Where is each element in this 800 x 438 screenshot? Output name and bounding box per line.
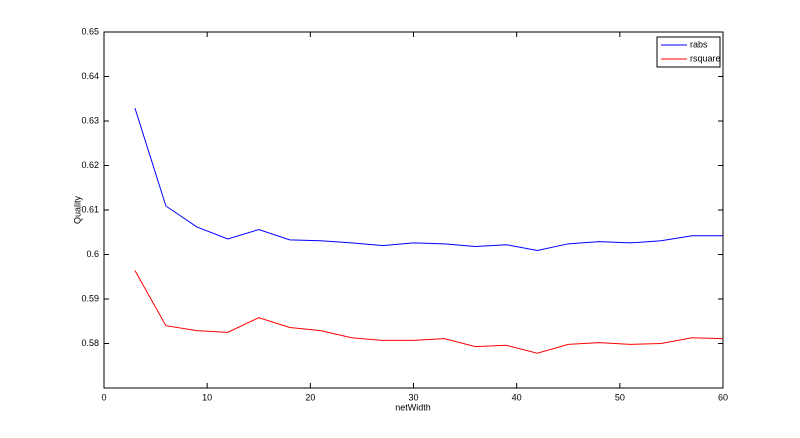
y-tick-label: 0.61 xyxy=(81,204,99,214)
legend-label: rsquare xyxy=(690,53,721,63)
x-tick-label: 40 xyxy=(512,392,522,402)
x-tick-label: 0 xyxy=(101,392,106,402)
y-tick-label: 0.6 xyxy=(86,249,99,259)
y-tick-label: 0.58 xyxy=(81,338,99,348)
data-line xyxy=(134,270,724,354)
x-tick-label: 60 xyxy=(718,392,728,402)
x-axis-label: netWidth xyxy=(395,402,431,412)
y-tick-label: 0.59 xyxy=(81,293,99,303)
x-tick-label: 50 xyxy=(615,392,625,402)
legend-label: rabs xyxy=(690,39,708,49)
x-tick-label: 30 xyxy=(408,392,418,402)
plot-area xyxy=(103,31,724,389)
legend-box xyxy=(656,36,721,68)
x-tick-label: 20 xyxy=(305,392,315,402)
y-tick-label: 0.63 xyxy=(81,115,99,125)
y-tick-label: 0.64 xyxy=(81,71,99,81)
x-tick-label: 10 xyxy=(202,392,212,402)
y-axis-label: Quality xyxy=(72,195,82,224)
y-tick-label: 0.62 xyxy=(81,160,99,170)
data-line xyxy=(134,107,723,252)
y-tick-label: 0.65 xyxy=(81,26,99,36)
